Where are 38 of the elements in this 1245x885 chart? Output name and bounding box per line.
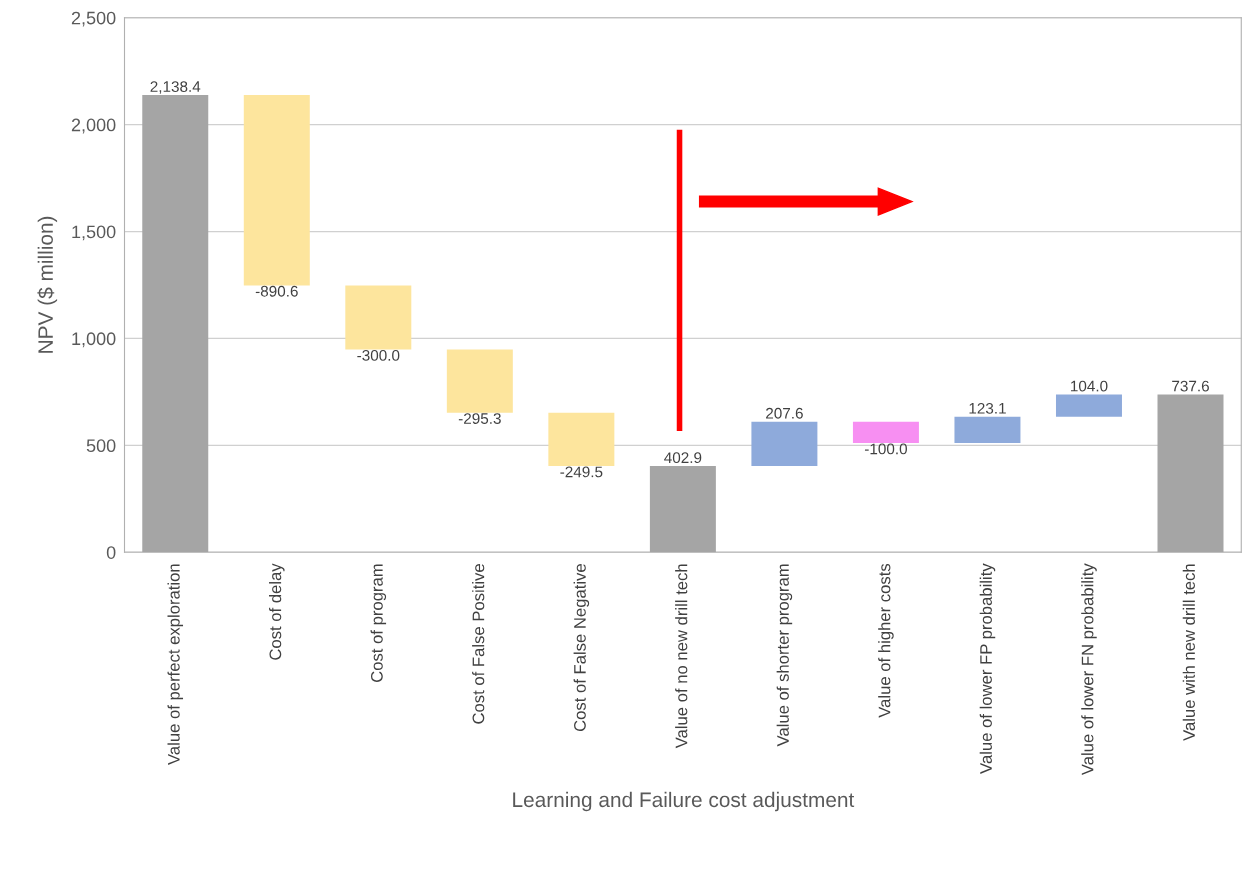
bar [852,421,919,444]
y-tick-label: 2,500 [71,11,116,27]
data-label: -890.6 [255,285,298,297]
data-label: 104.0 [1071,380,1108,392]
x-tick-label: Value of shorter program [776,564,793,747]
bar [345,285,412,350]
data-label: 207.6 [766,407,803,419]
x-tick-label: Cost of delay [269,563,285,660]
bar [446,349,513,413]
x-tick-label: Value of no new drill tech [675,564,688,749]
x-tick-label: Value with new drill tech [1182,564,1195,741]
data-label: -295.3 [458,413,501,424]
data-label: 2,138.4 [150,81,201,94]
bar [751,421,818,467]
data-label: -300.0 [357,349,400,361]
data-label: 402.9 [664,452,702,464]
x-tick-label: Cost of program [370,564,387,682]
bar [548,412,615,467]
data-label: -249.5 [560,466,603,478]
y-tick-label: 0 [106,546,116,559]
data-label: -100.0 [864,443,907,455]
bar [1055,394,1122,417]
x-tick-label: Value of perfect exploration [167,564,184,765]
data-label: 737.6 [1172,380,1209,392]
x-axis-title: Learning and Failure cost adjustment [513,791,855,812]
y-tick-label: 1,500 [72,225,116,241]
x-tick-label: Value of lower FP probability [979,563,996,774]
y-tick-label: 1,000 [72,332,116,348]
x-tick-label: Cost of False Negative [573,564,590,732]
x-tick-label: Value of lower FN probability [1081,563,1097,776]
bar [243,95,310,286]
y-tick-label: 2,000 [71,118,116,134]
x-tick-label: Cost of False Positive [472,564,485,724]
x-tick-label: Value of higher costs [878,563,894,718]
data-label: 123.1 [969,402,1006,414]
bar [954,416,1021,444]
y-axis-title: NPV ($ million) [37,216,58,353]
y-tick-label: 500 [86,439,116,453]
